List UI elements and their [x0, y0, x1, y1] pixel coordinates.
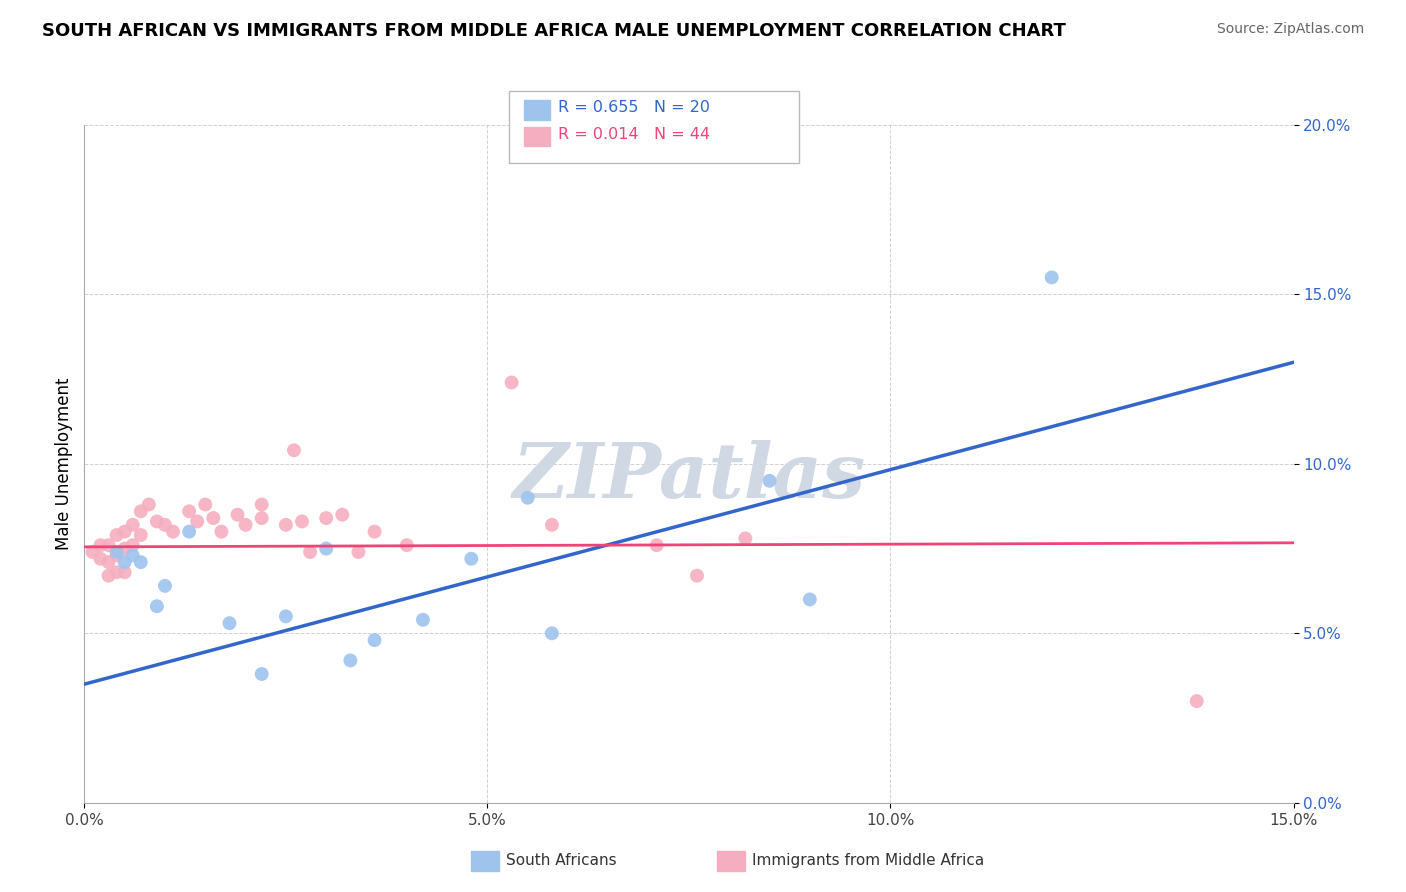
Point — [121, 549, 143, 563]
Point — [226, 508, 249, 522]
Point — [283, 443, 305, 458]
Point — [114, 566, 136, 580]
Point — [179, 524, 201, 539]
Point — [250, 498, 273, 512]
Point — [541, 517, 564, 532]
Point — [89, 538, 111, 552]
Text: R = 0.655   N = 20: R = 0.655 N = 20 — [558, 101, 710, 115]
Point — [209, 524, 232, 539]
Text: South Africans: South Africans — [506, 854, 617, 868]
Point — [153, 517, 176, 532]
Point — [138, 498, 160, 512]
Point — [186, 515, 208, 529]
Point — [179, 504, 201, 518]
Point — [146, 599, 169, 614]
Point — [97, 538, 120, 552]
Point — [82, 545, 104, 559]
Point — [330, 508, 353, 522]
Point — [121, 517, 143, 532]
Text: Source: ZipAtlas.com: Source: ZipAtlas.com — [1216, 22, 1364, 37]
Point — [758, 474, 780, 488]
Point — [363, 633, 385, 648]
Point — [129, 528, 152, 542]
Point — [274, 609, 297, 624]
Point — [250, 667, 273, 681]
Point — [146, 515, 169, 529]
Point — [105, 528, 128, 542]
Point — [501, 376, 523, 390]
Point — [460, 551, 482, 566]
Point — [734, 532, 756, 546]
Point — [686, 568, 709, 582]
Point — [129, 555, 152, 569]
Text: SOUTH AFRICAN VS IMMIGRANTS FROM MIDDLE AFRICA MALE UNEMPLOYMENT CORRELATION CHA: SOUTH AFRICAN VS IMMIGRANTS FROM MIDDLE … — [42, 22, 1066, 40]
Point — [395, 538, 418, 552]
Point — [516, 491, 538, 505]
Point — [347, 545, 370, 559]
Point — [274, 517, 297, 532]
Text: Immigrants from Middle Africa: Immigrants from Middle Africa — [752, 854, 984, 868]
Point — [412, 613, 434, 627]
Point — [105, 549, 128, 563]
Point — [363, 524, 385, 539]
Point — [541, 626, 564, 640]
Point — [235, 517, 257, 532]
Point — [97, 568, 120, 582]
Point — [202, 511, 225, 525]
Point — [1185, 694, 1208, 708]
Point — [114, 524, 136, 539]
Point — [799, 592, 821, 607]
Point — [291, 515, 314, 529]
Point — [315, 511, 337, 525]
Point — [194, 498, 217, 512]
Point — [218, 616, 240, 631]
Point — [1040, 270, 1063, 285]
Point — [121, 538, 143, 552]
Point — [315, 541, 337, 556]
Text: ZIPatlas: ZIPatlas — [512, 441, 866, 515]
Point — [97, 555, 120, 569]
Text: R = 0.014   N = 44: R = 0.014 N = 44 — [558, 128, 710, 142]
Point — [153, 579, 176, 593]
Point — [299, 545, 322, 559]
Point — [645, 538, 668, 552]
Point — [339, 653, 361, 667]
Point — [105, 566, 128, 580]
Point — [105, 545, 128, 559]
Point — [89, 551, 111, 566]
Point — [129, 504, 152, 518]
Point — [114, 541, 136, 556]
Point — [114, 555, 136, 569]
Point — [162, 524, 184, 539]
Point — [250, 511, 273, 525]
Y-axis label: Male Unemployment: Male Unemployment — [55, 377, 73, 550]
